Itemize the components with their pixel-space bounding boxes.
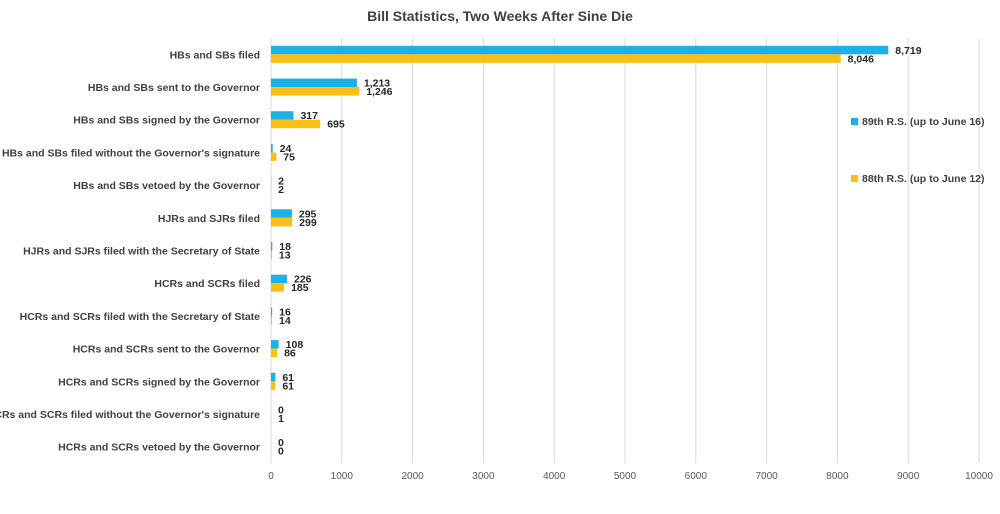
category-label-hbs-and-sbs-filed-without-the-governor-s-signature: HBs and SBs filed without the Governor's… <box>2 147 260 159</box>
x-tick-label-3000: 3000 <box>472 471 495 482</box>
data-label-s2-hbs-and-sbs-filed-without-the-governor-s-signature: 75 <box>283 151 295 163</box>
bar-s1-hjrs-and-sjrs-filed <box>271 209 292 218</box>
legend: 89th R.S. (up to June 16) 88th R.S. (up t… <box>851 116 985 185</box>
bar-s2-hjrs-and-sjrs-filed-with-the-secretary-of-state <box>271 250 272 259</box>
bar-s1-hjrs-and-sjrs-filed-with-the-secretary-of-state <box>271 242 273 251</box>
data-label-s1-hbs-and-sbs-filed: 8,719 <box>895 45 921 57</box>
data-label-s1-hbs-and-sbs-sent-to-the-governor: 1,213 <box>364 78 390 90</box>
category-label-hbs-and-sbs-sent-to-the-governor: HBs and SBs sent to the Governor <box>88 82 260 94</box>
category-label-hcrs-and-scrs-filed-with-the-secretary-of-state: HCRs and SCRs filed with the Secretary o… <box>20 311 261 323</box>
bar-s2-hbs-and-sbs-signed-by-the-governor <box>271 119 321 129</box>
bar-s2-hcrs-and-scrs-filed <box>271 283 285 292</box>
bar-s1-hbs-and-sbs-sent-to-the-governor <box>271 78 357 88</box>
bar-s1-hcrs-and-scrs-filed <box>271 274 288 284</box>
x-tick-label-1000: 1000 <box>331 471 354 482</box>
legend-label-s1: 89th R.S. (up to June 16) <box>862 116 985 128</box>
bar-s1-hcrs-and-scrs-sent-to-the-governor <box>271 340 279 349</box>
data-label-s1-hbs-and-sbs-filed-without-the-governor-s-signature: 24 <box>280 143 292 155</box>
data-label-s2-hcrs-and-scrs-filed: 185 <box>291 282 309 294</box>
data-label-s2-hcrs-and-scrs-filed-with-the-secretary-of-state: 14 <box>279 315 291 327</box>
data-label-s2-hbs-and-sbs-signed-by-the-governor: 695 <box>327 119 345 131</box>
data-label-s2-hcrs-and-scrs-signed-by-the-governor: 61 <box>282 380 294 392</box>
data-label-s2-hbs-and-sbs-sent-to-the-governor: 1,246 <box>366 86 392 98</box>
category-label-hcrs-and-scrs-sent-to-the-governor: HCRs and SCRs sent to the Governor <box>73 344 260 356</box>
category-label-hcrs-and-scrs-signed-by-the-governor: HCRs and SCRs signed by the Governor <box>58 376 260 388</box>
legend-swatch-s2 <box>851 175 858 182</box>
data-label-s2-hjrs-and-sjrs-filed-with-the-secretary-of-state: 13 <box>279 250 291 262</box>
data-label-s2-hbs-and-sbs-vetoed-by-the-governor: 2 <box>278 184 284 196</box>
category-label-hcrs-and-scrs-filed-without-the-governor-s-signature: HCRs and SCRs filed without the Governor… <box>0 409 260 421</box>
data-label-s1-hcrs-and-scrs-sent-to-the-governor: 108 <box>286 339 304 351</box>
bar-s2-hbs-and-sbs-filed-without-the-governor-s-signature <box>271 152 277 161</box>
data-label-s2-hcrs-and-scrs-filed-without-the-governor-s-signature: 1 <box>278 413 284 425</box>
data-label-s1-hcrs-and-scrs-filed: 226 <box>294 274 312 286</box>
data-label-s1-hbs-and-sbs-signed-by-the-governor: 317 <box>300 110 318 122</box>
category-label-hjrs-and-sjrs-filed: HJRs and SJRs filed <box>158 213 260 225</box>
x-tick-label-4000: 4000 <box>543 471 566 482</box>
x-tick-labels: 0 1000 2000 3000 4000 5000 6000 7000 8000 9000 100… <box>268 471 993 482</box>
data-label-s1-hcrs-and-scrs-vetoed-by-the-governor: 0 <box>278 437 284 449</box>
bar-s2-hbs-and-sbs-filed <box>271 54 841 63</box>
bars <box>271 45 889 423</box>
bar-s2-hcrs-and-scrs-signed-by-the-governor <box>271 381 276 390</box>
x-tick-label-9000: 9000 <box>897 471 920 482</box>
data-label-s2-hjrs-and-sjrs-filed: 299 <box>299 217 317 229</box>
data-label-s1-hcrs-and-scrs-filed-without-the-governor-s-signature: 0 <box>278 404 284 416</box>
bar-s2-hcrs-and-scrs-filed-with-the-secretary-of-state <box>271 315 272 325</box>
bar-s1-hbs-and-sbs-signed-by-the-governor <box>271 111 294 120</box>
data-label-s2-hcrs-and-scrs-vetoed-by-the-governor: 0 <box>278 446 284 458</box>
chart-title: Bill Statistics, Two Weeks After Sine Di… <box>367 8 633 24</box>
data-label-s2-hcrs-and-scrs-sent-to-the-governor: 86 <box>284 348 296 360</box>
x-tick-label-7000: 7000 <box>755 471 778 482</box>
data-label-s1-hjrs-and-sjrs-filed: 295 <box>299 208 317 220</box>
x-tick-label-10000: 10000 <box>965 471 993 482</box>
data-label-s1-hcrs-and-scrs-signed-by-the-governor: 61 <box>282 372 294 384</box>
gridlines <box>270 38 980 463</box>
legend-label-s2: 88th R.S. (up to June 12) <box>862 173 985 185</box>
category-label-hbs-and-sbs-vetoed-by-the-governor: HBs and SBs vetoed by the Governor <box>73 180 260 192</box>
category-labels: HBs and SBs filed HBs and SBs sent to the… <box>0 49 260 453</box>
data-labels: 8,7191,213317242295182261610861008,0461,… <box>278 45 922 458</box>
x-tick-label-6000: 6000 <box>685 471 708 482</box>
data-label-s2-hbs-and-sbs-filed: 8,046 <box>848 53 874 65</box>
x-tick-label-5000: 5000 <box>614 471 637 482</box>
data-label-s1-hbs-and-sbs-vetoed-by-the-governor: 2 <box>278 176 284 188</box>
legend-swatch-s1 <box>851 118 858 125</box>
data-label-s1-hjrs-and-sjrs-filed-with-the-secretary-of-state: 18 <box>279 241 291 253</box>
bar-s1-hcrs-and-scrs-signed-by-the-governor <box>271 372 276 382</box>
category-label-hbs-and-sbs-filed: HBs and SBs filed <box>170 49 260 61</box>
bar-s1-hcrs-and-scrs-filed-with-the-secretary-of-state <box>271 307 273 316</box>
data-label-s1-hcrs-and-scrs-filed-with-the-secretary-of-state: 16 <box>279 306 291 318</box>
bar-s1-hbs-and-sbs-filed-without-the-governor-s-signature <box>271 143 273 153</box>
bar-s2-hjrs-and-sjrs-filed <box>271 217 293 227</box>
category-label-hbs-and-sbs-signed-by-the-governor: HBs and SBs signed by the Governor <box>73 115 260 127</box>
bar-s2-hcrs-and-scrs-sent-to-the-governor <box>271 348 278 358</box>
x-tick-label-8000: 8000 <box>826 471 849 482</box>
bar-s1-hbs-and-sbs-filed <box>271 45 889 55</box>
category-label-hcrs-and-scrs-vetoed-by-the-governor: HCRs and SCRs vetoed by the Governor <box>58 442 260 454</box>
category-label-hjrs-and-sjrs-filed-with-the-secretary-of-state: HJRs and SJRs filed with the Secretary o… <box>23 246 260 258</box>
bar-s2-hbs-and-sbs-sent-to-the-governor <box>271 87 360 96</box>
category-label-hcrs-and-scrs-filed: HCRs and SCRs filed <box>154 278 260 290</box>
x-tick-label-0: 0 <box>268 471 274 482</box>
x-tick-label-2000: 2000 <box>401 471 424 482</box>
